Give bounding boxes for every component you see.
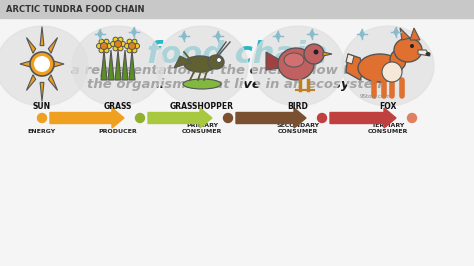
Ellipse shape <box>99 39 104 44</box>
Circle shape <box>100 43 108 49</box>
Circle shape <box>136 114 145 123</box>
Ellipse shape <box>156 26 248 106</box>
FancyArrow shape <box>236 108 306 128</box>
Polygon shape <box>101 50 107 80</box>
Ellipse shape <box>132 48 137 53</box>
Text: TERTIARY
CONSUMER: TERTIARY CONSUMER <box>368 123 408 134</box>
FancyArrow shape <box>50 108 124 128</box>
Ellipse shape <box>304 44 324 64</box>
Text: SUN: SUN <box>33 102 51 111</box>
Ellipse shape <box>34 56 50 72</box>
Ellipse shape <box>313 49 319 55</box>
Ellipse shape <box>104 48 109 53</box>
Polygon shape <box>20 61 31 67</box>
Polygon shape <box>275 31 281 41</box>
Ellipse shape <box>120 41 126 47</box>
Polygon shape <box>27 75 36 90</box>
Circle shape <box>408 114 417 123</box>
Polygon shape <box>181 31 187 41</box>
Text: SECONDARY
CONSUMER: SECONDARY CONSUMER <box>276 123 319 134</box>
Ellipse shape <box>104 39 109 44</box>
Polygon shape <box>400 28 410 40</box>
Polygon shape <box>40 27 44 45</box>
Polygon shape <box>122 50 128 80</box>
Ellipse shape <box>284 53 304 67</box>
Text: PRODUCER: PRODUCER <box>99 129 137 134</box>
Ellipse shape <box>342 26 434 106</box>
Ellipse shape <box>127 39 132 44</box>
FancyArrow shape <box>148 108 212 128</box>
Polygon shape <box>215 31 221 41</box>
Circle shape <box>37 114 46 123</box>
Polygon shape <box>266 52 280 70</box>
Ellipse shape <box>252 26 344 106</box>
Ellipse shape <box>127 48 132 53</box>
Polygon shape <box>129 50 135 80</box>
Ellipse shape <box>278 48 314 80</box>
Text: ENERGY: ENERGY <box>28 129 56 134</box>
Ellipse shape <box>113 37 118 42</box>
Ellipse shape <box>135 44 139 48</box>
Ellipse shape <box>208 55 224 69</box>
Ellipse shape <box>358 54 402 82</box>
Ellipse shape <box>132 39 137 44</box>
Text: 9Story.com: 9Story.com <box>360 94 391 99</box>
Polygon shape <box>346 54 364 80</box>
Ellipse shape <box>110 41 116 47</box>
Polygon shape <box>53 61 64 67</box>
Polygon shape <box>27 38 36 53</box>
Circle shape <box>318 114 327 123</box>
Ellipse shape <box>107 44 111 48</box>
Polygon shape <box>359 29 365 39</box>
Ellipse shape <box>118 46 123 51</box>
Bar <box>0 0 474 18</box>
Ellipse shape <box>183 79 221 89</box>
Text: food chain: food chain <box>147 40 327 69</box>
Ellipse shape <box>99 48 104 53</box>
Ellipse shape <box>390 50 406 70</box>
Ellipse shape <box>118 37 123 42</box>
Text: a representation of the energy flow through: a representation of the energy flow thro… <box>72 64 402 77</box>
Polygon shape <box>108 50 114 80</box>
Ellipse shape <box>97 44 101 48</box>
Ellipse shape <box>394 38 422 62</box>
Ellipse shape <box>0 26 88 106</box>
Ellipse shape <box>382 62 402 82</box>
Polygon shape <box>48 75 57 90</box>
Polygon shape <box>393 27 399 37</box>
Text: PRIMARY
CONSUMER: PRIMARY CONSUMER <box>182 123 222 134</box>
Ellipse shape <box>410 44 414 48</box>
Polygon shape <box>323 52 332 56</box>
Ellipse shape <box>113 46 118 51</box>
Circle shape <box>224 114 233 123</box>
Text: FOX: FOX <box>379 102 397 111</box>
Polygon shape <box>48 38 57 53</box>
Polygon shape <box>418 50 430 56</box>
Text: the organisms that live in an ecosystem: the organisms that live in an ecosystem <box>87 78 387 91</box>
Polygon shape <box>97 29 103 39</box>
Text: GRASSHOPPER: GRASSHOPPER <box>170 102 234 111</box>
Circle shape <box>128 43 136 49</box>
Ellipse shape <box>72 26 164 106</box>
Text: ARCTIC TUNDRA FOOD CHAIN: ARCTIC TUNDRA FOOD CHAIN <box>6 5 145 14</box>
Ellipse shape <box>30 52 54 76</box>
Polygon shape <box>174 56 192 68</box>
FancyArrow shape <box>330 108 396 128</box>
Text: BIRD: BIRD <box>288 102 309 111</box>
Polygon shape <box>40 82 44 101</box>
Text: GRASS: GRASS <box>104 102 132 111</box>
Polygon shape <box>346 54 354 64</box>
Polygon shape <box>131 27 137 37</box>
Polygon shape <box>410 28 420 40</box>
Ellipse shape <box>217 57 221 63</box>
Polygon shape <box>309 29 315 39</box>
Ellipse shape <box>426 52 430 56</box>
Polygon shape <box>115 50 121 80</box>
Ellipse shape <box>125 44 129 48</box>
Ellipse shape <box>184 56 216 72</box>
Circle shape <box>115 40 121 48</box>
